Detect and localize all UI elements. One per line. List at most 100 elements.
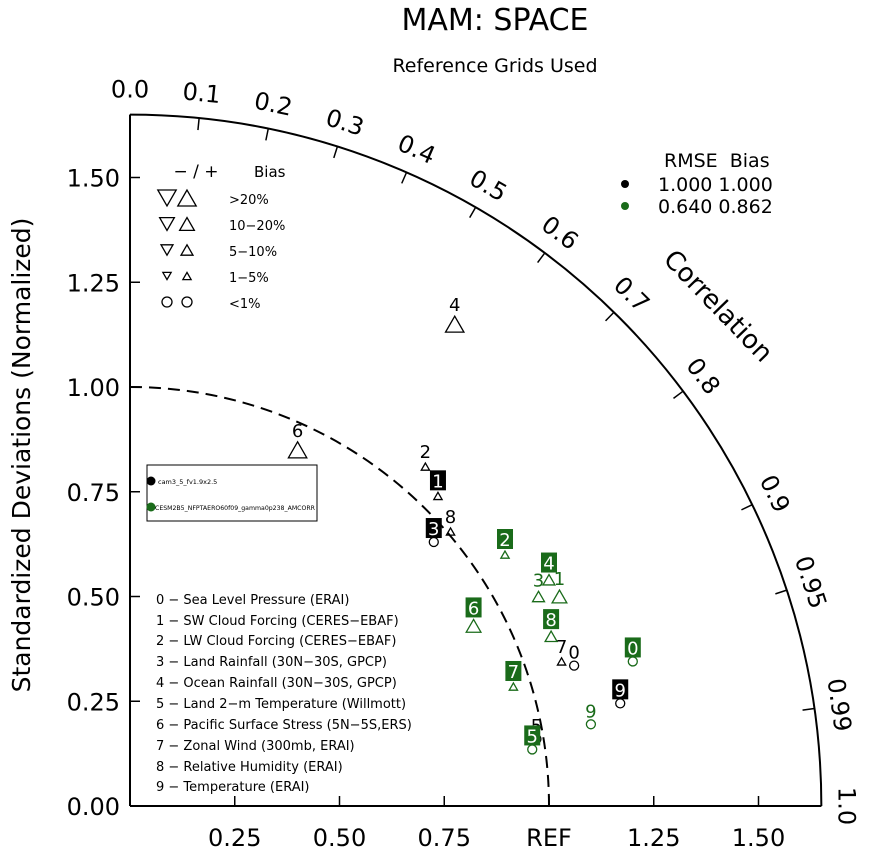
point-label: 5 (527, 726, 538, 747)
point-label: 2 (499, 530, 510, 551)
correlation-tick (401, 172, 408, 184)
point-label: 2 (420, 442, 431, 463)
series-legend-marker-cam3 (146, 476, 156, 486)
variable-item: 5 − Land 2−m Temperature (Willmott) (156, 697, 406, 712)
point-label-box (505, 660, 522, 681)
point-label: 9 (615, 680, 626, 701)
correlation-tick-label: 0.5 (465, 164, 512, 207)
y-tick-label: 0.25 (67, 688, 120, 716)
x-tick-label: 1.25 (627, 824, 680, 852)
data-point (585, 719, 597, 730)
point-label: 8 (445, 507, 456, 528)
variable-item: 2 − LW Cloud Forcing (CERES−EBAF) (156, 634, 396, 649)
point-label: 3 (533, 570, 544, 591)
correlation-tick-label: 0.2 (252, 87, 295, 122)
correlation-tick-label: 0.9 (754, 470, 796, 517)
data-point (444, 314, 466, 333)
correlation-tick (537, 252, 546, 263)
correlation-tick-label: 0.7 (608, 271, 655, 318)
variable-item: 8 − Relative Humidity (ERAI) (156, 760, 343, 775)
rmse-legend-title: RMSE Bias (664, 150, 770, 172)
chart-title: MAM: SPACE (401, 3, 588, 38)
correlation-label: Correlation (657, 244, 778, 368)
data-point (287, 440, 308, 459)
point-label: 9 (585, 701, 596, 722)
bias-legend-sign: − / + (173, 162, 218, 182)
bias-legend: >20% 10−20% 5−10% 1−5% <1% (156, 188, 285, 312)
bias-legend-marker (156, 189, 178, 208)
correlation-tick-label: 0.4 (393, 129, 439, 170)
y-tick-label: 1.25 (67, 269, 120, 297)
bias-legend-marker (179, 243, 195, 256)
correlation-tick (605, 311, 615, 322)
data-point (550, 588, 568, 604)
bias-legend-marker (178, 216, 196, 232)
variable-item: 4 − Ocean Rainfall (30N−30S, GPCP) (156, 676, 397, 691)
chart-subtitle: Reference Grids Used (392, 55, 597, 77)
bias-legend-title: Bias (254, 163, 286, 181)
bias-legend-label: 1−5% (229, 271, 269, 286)
bias-legend-marker (161, 296, 173, 308)
x-tick-label: 0.25 (208, 824, 261, 852)
point-label-box (543, 609, 560, 630)
data-point (508, 681, 519, 691)
data-point (420, 461, 431, 471)
point-label: 0 (568, 643, 579, 664)
variable-item: 6 − Pacific Surface Stress (5N−5S,ERS) (156, 718, 412, 733)
rmse-legend-dot (621, 180, 629, 188)
point-label-box (497, 529, 514, 549)
bias-legend-label: <1% (229, 297, 261, 312)
x-tick-label: REF (526, 824, 572, 852)
bias-legend-marker (158, 216, 176, 232)
correlation-tick (741, 503, 753, 511)
x-tick-label: 0.50 (313, 824, 366, 852)
bias-legend-marker (161, 271, 173, 281)
y-tick-label: 0.00 (67, 793, 120, 821)
variable-item: 0 − Sea Level Pressure (ERAI) (156, 593, 349, 608)
variable-list: 0 − Sea Level Pressure (ERAI) 1 − SW Clo… (156, 593, 412, 795)
data-point (568, 660, 580, 671)
point-label: 1 (432, 471, 443, 492)
point-label: 6 (292, 421, 303, 442)
y-tick-label: 1.50 (67, 165, 120, 193)
y-axis-label: Standardized Deviations (Normalized) (7, 218, 36, 693)
point-label-box (465, 597, 482, 618)
variable-item: 3 − Land Rainfall (30N−30S, GPCP) (156, 655, 387, 670)
correlation-tick (197, 118, 200, 131)
correlation-arc (129, 113, 823, 807)
data-point (543, 629, 559, 643)
correlation-tick (775, 589, 788, 595)
variable-item: 7 − Zonal Wind (300mb, ERAI) (156, 739, 355, 754)
bias-legend-label: >20% (229, 193, 269, 208)
point-label: 0 (627, 638, 638, 659)
point-label-box (524, 725, 541, 746)
point-label: 7 (508, 662, 519, 683)
bias-legend-marker (181, 296, 193, 308)
series-legend-name-cesm2: CESM2B5_NFPTAERO60f09_gamma0p238_AMCORR (155, 505, 316, 512)
rmse-legend-value: 1.000 1.000 (658, 174, 773, 196)
point-label: 4 (449, 295, 460, 316)
x-tick-label: 1.50 (732, 824, 785, 852)
bias-legend-label: 5−10% (229, 245, 277, 260)
y-tick-label: 0.75 (67, 479, 120, 507)
point-label-box (624, 637, 641, 658)
data-point (445, 526, 456, 536)
data-point (556, 656, 567, 666)
correlation-tick-label: 0.1 (181, 77, 222, 109)
rmse-legend-value: 0.640 0.862 (658, 196, 773, 218)
series-legend-box (146, 464, 318, 522)
point-label: 6 (468, 598, 479, 619)
bias-legend-marker (181, 271, 193, 281)
correlation-tick (333, 146, 339, 159)
point-label: 8 (545, 610, 556, 631)
correlation-tick-label: 0.99 (822, 677, 857, 734)
point-label-box (612, 679, 629, 700)
y-tick-label: 0.50 (67, 584, 120, 612)
correlation-tick-label: 1.0 (832, 787, 860, 825)
data-point (465, 618, 483, 633)
data-point (541, 573, 557, 586)
